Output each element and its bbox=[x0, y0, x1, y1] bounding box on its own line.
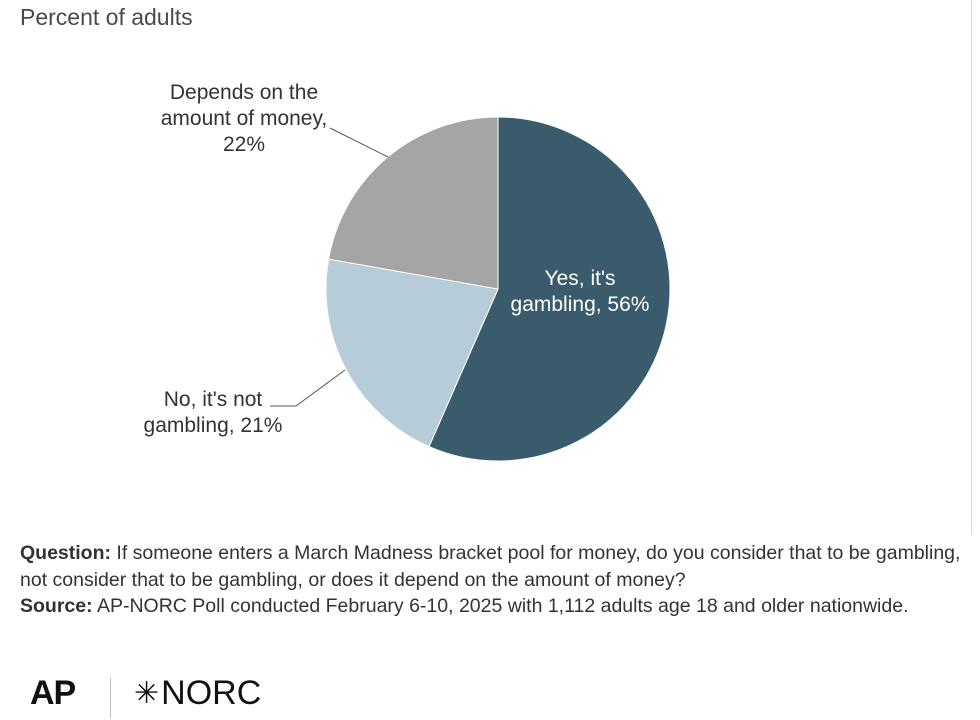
question-note: Question: If someone enters a March Madn… bbox=[20, 540, 965, 593]
label-yes-gambling: Yes, it's gambling, 56% bbox=[511, 267, 650, 316]
slice-label-line: amount of money, bbox=[161, 107, 328, 130]
source-note: Source: AP-NORC Poll conducted February … bbox=[20, 593, 965, 620]
logo-bar: AP ✳ NORC bbox=[30, 668, 430, 718]
slice-label-line: gambling, 56% bbox=[511, 293, 650, 316]
source-label: Source: bbox=[20, 595, 93, 617]
pie-chart: Yes, it's gambling, 56% No, it's not gambli… bbox=[144, 81, 671, 462]
slice-label-line: Yes, it's bbox=[545, 267, 616, 290]
slice-label-line: 22% bbox=[223, 133, 265, 156]
leader-line bbox=[329, 127, 389, 158]
norc-logo: ✳ NORC bbox=[134, 674, 261, 713]
slice-label-line: No, it's not bbox=[164, 388, 263, 411]
chart-notes: Question: If someone enters a March Madn… bbox=[20, 540, 965, 620]
ap-logo: AP bbox=[30, 674, 76, 712]
slice-not-gambling bbox=[325, 258, 499, 448]
norc-star-icon: ✳ bbox=[134, 677, 160, 710]
source-text: AP-NORC Poll conducted February 6-10, 20… bbox=[92, 595, 909, 617]
question-label: Question: bbox=[20, 542, 111, 564]
label-not-gambling: No, it's not gambling, 21% bbox=[144, 388, 283, 437]
logo-divider bbox=[110, 678, 111, 718]
norc-wordmark: NORC bbox=[161, 674, 262, 712]
question-text: If someone enters a March Madness bracke… bbox=[20, 542, 961, 591]
slice-depends bbox=[328, 116, 499, 290]
chart-subtitle: Percent of adults bbox=[20, 4, 193, 30]
slice-label-line: gambling, 21% bbox=[144, 414, 283, 437]
frame-divider bbox=[971, 0, 972, 535]
slice-yes-gambling bbox=[428, 116, 671, 462]
leader-line bbox=[270, 369, 346, 407]
label-depends: Depends on the amount of money, 22% bbox=[161, 81, 328, 156]
slice-label-line: Depends on the bbox=[170, 81, 318, 104]
